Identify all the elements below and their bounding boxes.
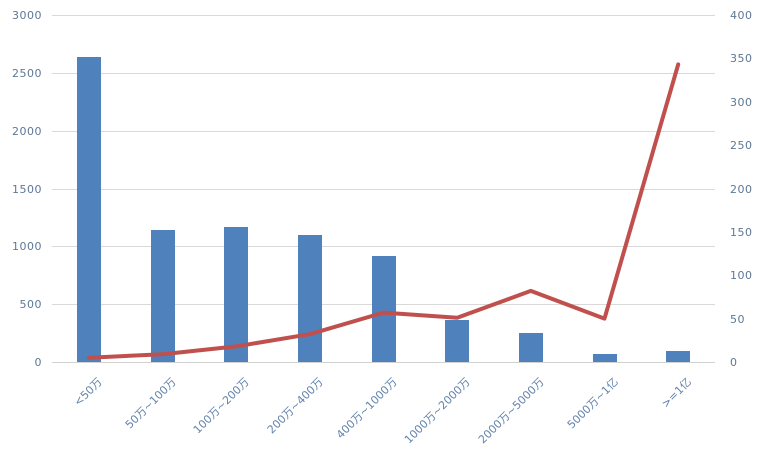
left-axis-tick-label: 2000: [12, 125, 42, 138]
right-axis-tick-label: 200: [730, 183, 753, 196]
x-axis-label-text: 5000万~1亿: [564, 375, 621, 432]
right-axis-tick-label: 100: [730, 269, 753, 282]
bar: [298, 235, 322, 362]
bar: [666, 351, 690, 362]
right-axis-tick-label: 400: [730, 9, 753, 22]
bar: [519, 333, 543, 362]
bar: [372, 256, 396, 362]
bar: [445, 320, 469, 362]
x-axis-label-text: 200万~400万: [264, 375, 326, 437]
right-axis-tick-label: 0: [730, 356, 738, 369]
left-axis-tick-label: 0: [34, 356, 42, 369]
bar: [151, 230, 175, 362]
gridline: [52, 189, 715, 190]
right-axis-tick-label: 50: [730, 313, 745, 326]
left-axis-tick-label: 2500: [12, 67, 42, 80]
x-axis-label-text: 1000万~2000万: [401, 375, 473, 447]
left-axis-tick-label: 1000: [12, 240, 42, 253]
x-axis-label-text: <50万: [71, 375, 105, 409]
right-axis-tick-label: 350: [730, 52, 753, 65]
x-axis-line: [52, 362, 715, 363]
x-axis-label-text: 50万~100万: [122, 375, 179, 432]
bar: [224, 227, 248, 362]
bar: [593, 354, 617, 362]
bar: [77, 57, 101, 362]
right-axis-tick-label: 150: [730, 226, 753, 239]
x-axis-label-text: >=1亿: [658, 375, 694, 411]
gridline: [52, 15, 715, 16]
right-axis-tick-label: 250: [730, 139, 753, 152]
x-axis-label-text: 400万~1000万: [333, 375, 400, 442]
right-axis-tick-label: 300: [730, 96, 753, 109]
gridline: [52, 131, 715, 132]
x-axis-label-text: 100万~200万: [190, 375, 252, 437]
left-axis-tick-label: 3000: [12, 9, 42, 22]
left-axis-tick-label: 500: [19, 298, 42, 311]
gridline: [52, 73, 715, 74]
x-axis-label-text: 2000万~5000万: [475, 375, 547, 447]
left-axis-tick-label: 1500: [12, 183, 42, 196]
